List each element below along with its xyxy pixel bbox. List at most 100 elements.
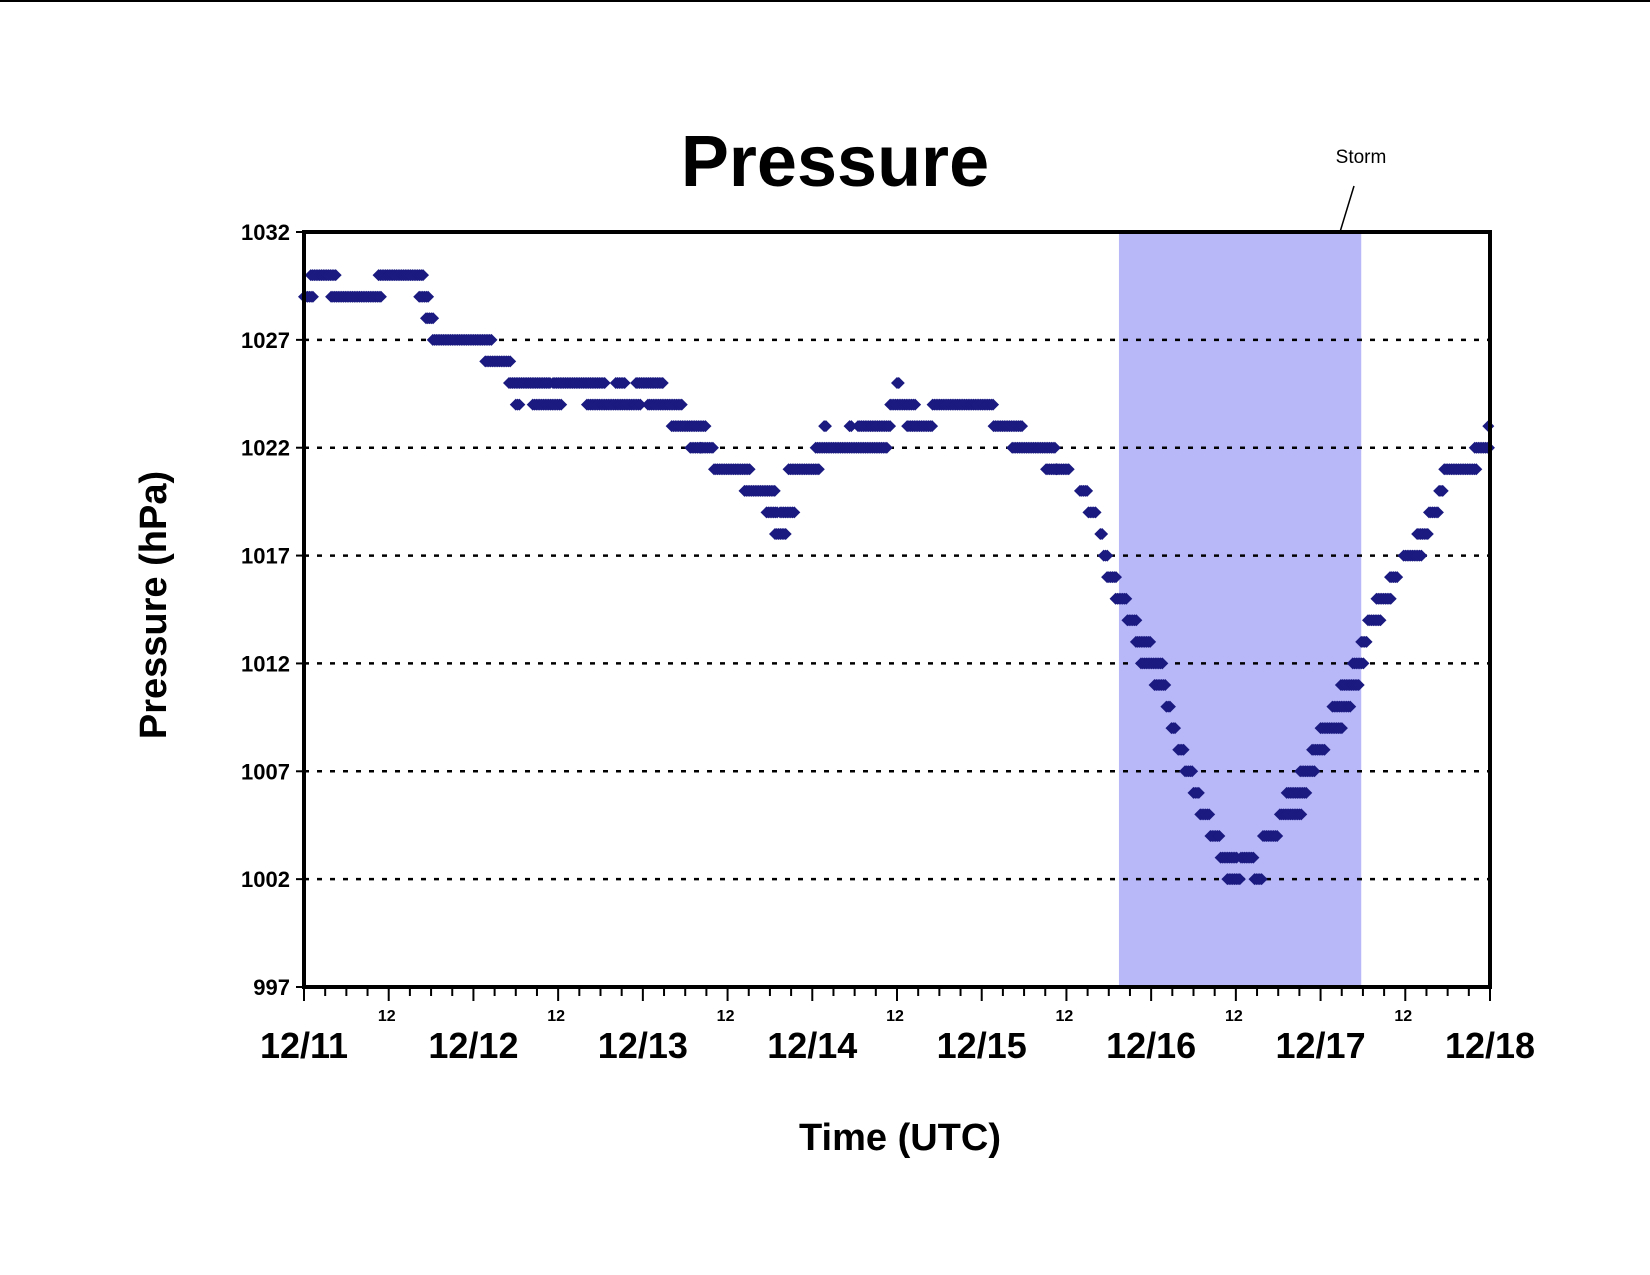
data-point [1016,420,1029,433]
x-minor-tick-label: 12 [1394,1008,1412,1025]
data-point [1130,614,1143,627]
x-minor-tick-label: 12 [886,1008,904,1025]
y-axis-ticks: 997 1002 1007 1012 1017 1022 1027 1032 [241,220,304,1000]
data-point [845,420,858,433]
data-point [1352,679,1365,691]
data-point [1163,700,1176,713]
data-point [1169,722,1182,735]
data-point [1101,549,1114,562]
data-point [675,398,688,411]
y-axis-label: Pressure (hPa) [133,471,175,739]
x-tick-label: 12/15 [937,1025,1027,1066]
gridlines [304,338,1490,881]
data-point [513,398,526,411]
data-point [1144,635,1157,648]
y-tick-label: 1022 [241,436,290,461]
data-point [555,398,568,411]
data-point [1344,700,1357,713]
data-point [1295,808,1308,821]
y-tick-label: 1002 [241,867,290,892]
data-point [1391,571,1404,584]
data-point [768,484,781,497]
data-point [884,420,897,433]
x-axis-label: Time (UTC) [799,1117,1001,1159]
x-minor-tick-label: 12 [1056,1008,1074,1025]
data-point [1089,506,1102,519]
data-point [819,420,832,433]
data-point [417,269,430,282]
data-point [1357,657,1370,670]
data-point [788,506,801,519]
data-point [987,398,1000,411]
data-point [1271,830,1284,842]
data-point [706,441,719,454]
data-point [306,290,319,303]
data-point [656,377,669,389]
x-tick-label: 12/12 [428,1025,518,1066]
data-point [779,528,792,540]
data-point [1203,808,1216,821]
storm-annotation-leader [1339,185,1355,233]
x-tick-label: 12/13 [598,1025,688,1066]
data-point [427,312,440,325]
y-tick-label: 1017 [241,544,290,569]
data-point [1421,528,1434,540]
data-point [1415,549,1428,562]
x-axis-ticks: 12/11 12/12 12/13 12/14 12/15 12/16 12/17 12/18… [260,987,1535,1066]
data-point [485,333,498,346]
data-point [1436,484,1449,497]
data-point [422,290,435,303]
data-point [1470,463,1483,476]
data-point [1431,506,1444,519]
data-point [1335,722,1348,735]
data-point [1120,592,1133,605]
data-point [1255,873,1268,886]
data-point [1233,873,1246,886]
data-point [1360,635,1373,648]
data-point [504,355,517,368]
data-point [1096,528,1109,540]
x-minor-tick-label: 12 [1225,1008,1243,1025]
x-minor-tick-label: 12 [378,1008,396,1025]
x-tick-label: 12/11 [260,1025,348,1066]
data-point [743,463,756,476]
x-minor-tick-label: 12 [717,1008,735,1025]
x-tick-label: 12/18 [1445,1025,1535,1066]
data-point [598,377,611,389]
data-point [909,398,922,411]
data-point [1062,463,1075,476]
data-point [1081,484,1094,497]
data-point [880,441,893,454]
data-point [1308,765,1321,778]
y-tick-label: 1012 [241,651,290,676]
data-point [892,377,905,389]
data-point [926,420,939,433]
data-point [329,269,342,282]
y-tick-label: 1032 [241,220,290,245]
data-point [1213,830,1226,842]
data-points [298,269,1495,886]
x-minor-tick-label: 12 [547,1008,565,1025]
y-tick-label: 1007 [241,759,290,784]
data-point [1318,743,1331,756]
storm-annotation-label: Storm [1336,147,1387,168]
data-point [634,398,647,411]
data-point [374,290,387,303]
data-point [1159,679,1172,691]
data-point [1186,765,1199,778]
data-point [812,463,825,476]
data-point [1247,851,1260,864]
y-tick-label: 997 [253,975,290,1000]
data-point [1384,592,1397,605]
data-point [1177,743,1190,756]
x-tick-label: 12/16 [1106,1025,1196,1066]
y-tick-label: 1027 [241,328,290,353]
data-point [1156,657,1169,670]
data-point [1192,786,1205,799]
data-point [618,377,631,389]
x-tick-label: 12/14 [767,1025,857,1066]
data-point [699,420,712,433]
chart-title: Pressure [681,122,989,202]
data-point [1109,571,1122,584]
